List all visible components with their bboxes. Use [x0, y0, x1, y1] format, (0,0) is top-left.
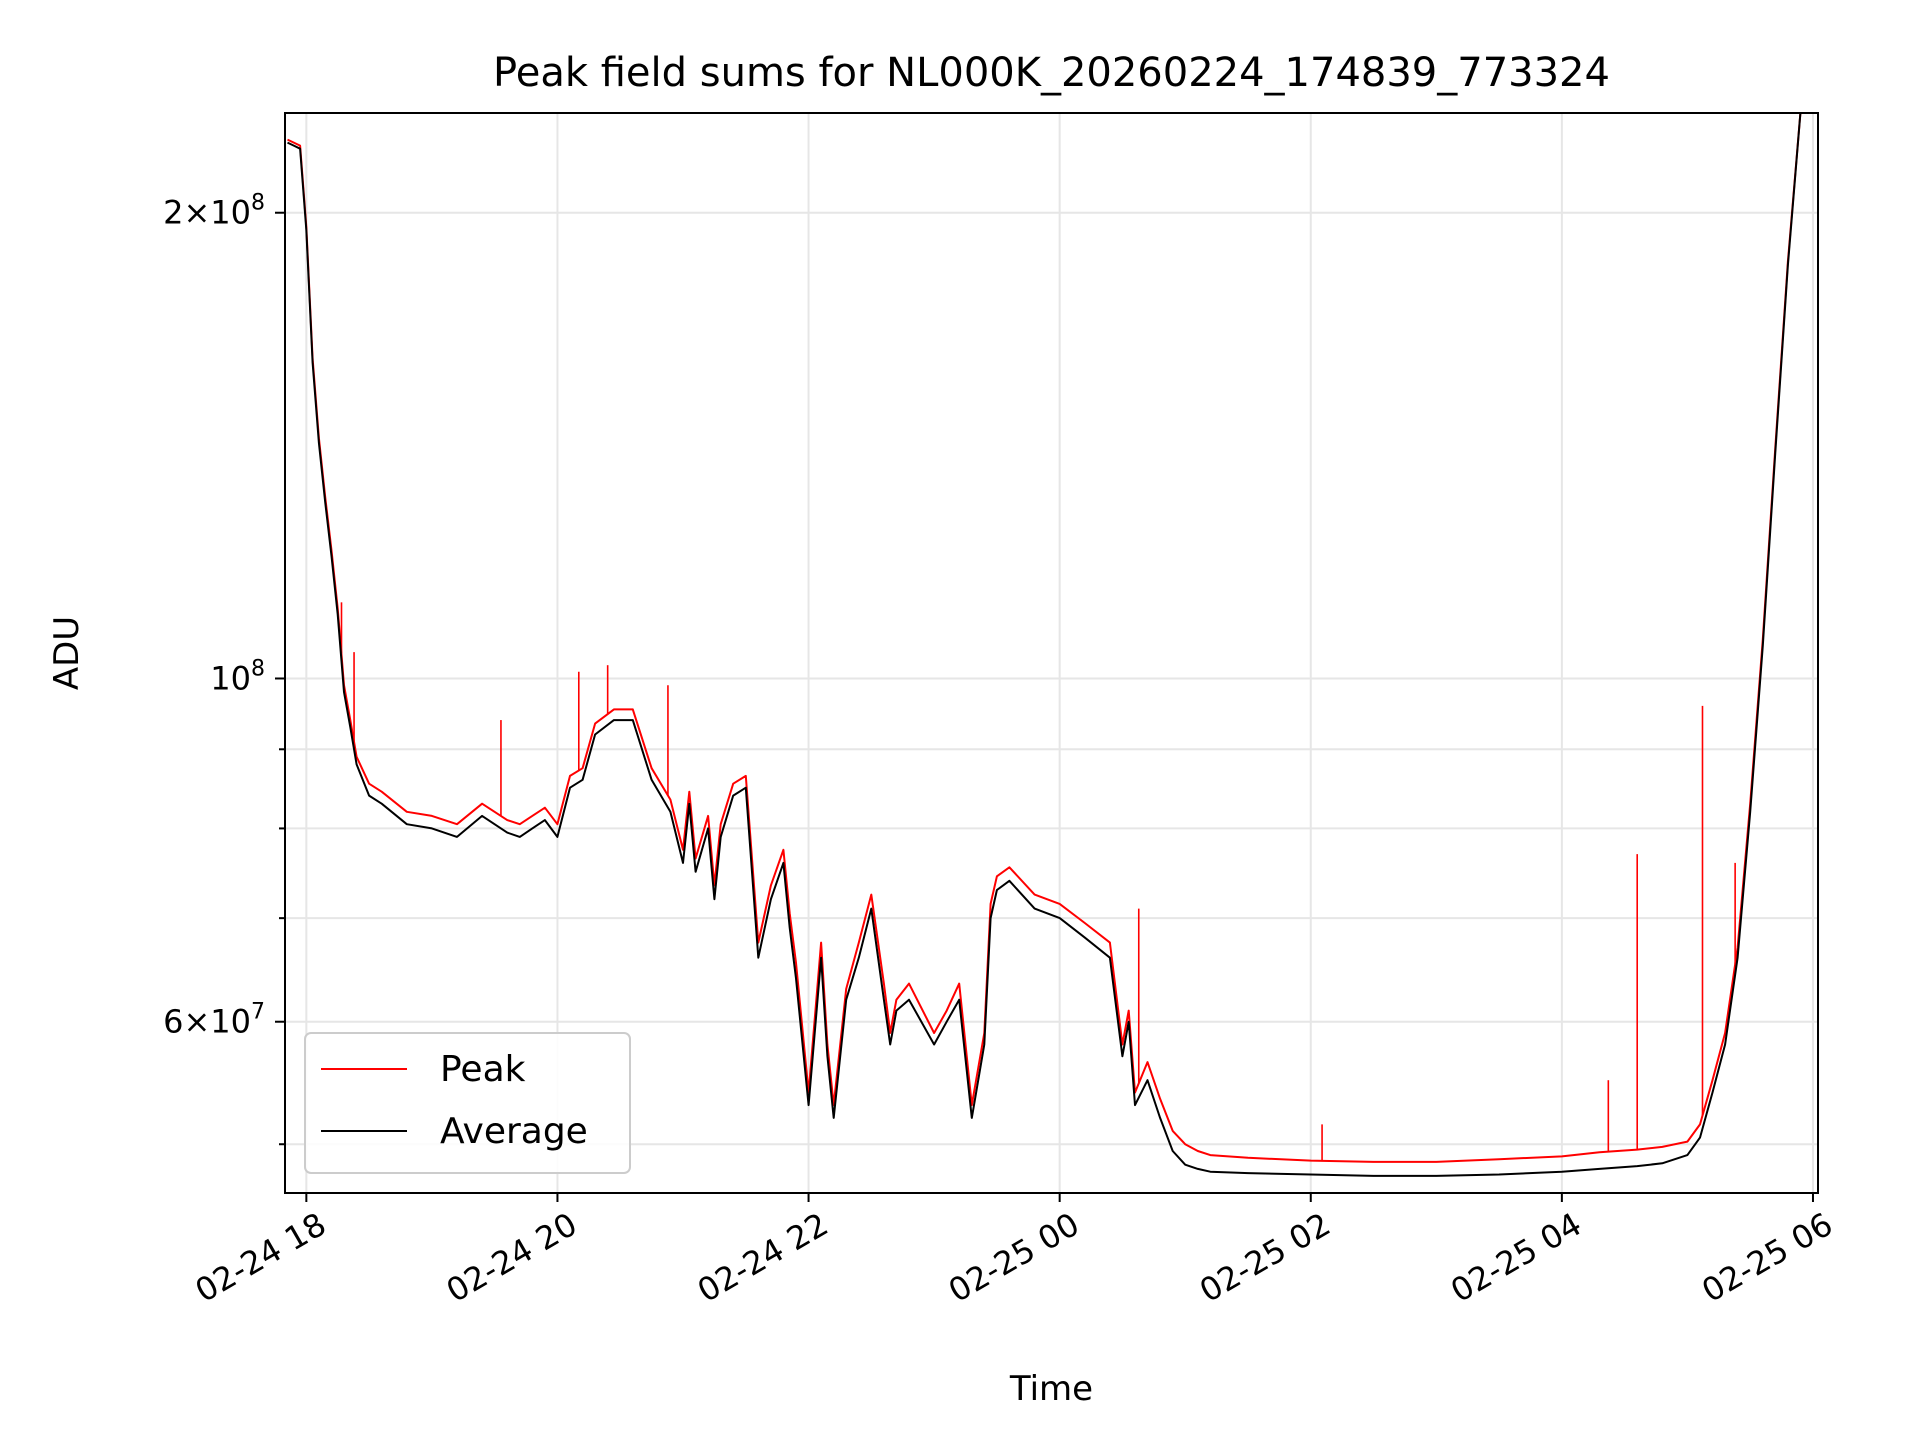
y-tick-label: 6×107 [163, 1000, 265, 1041]
y-axis-label: ADU [47, 616, 87, 690]
y-tick-label: 2×108 [163, 191, 265, 232]
series-peak-line [287, 113, 1813, 1163]
legend: Peak Average [304, 1032, 631, 1174]
plot-frame [284, 112, 1819, 1194]
y-tick-label: 108 [210, 656, 265, 697]
plot-series [287, 113, 1813, 1177]
series-average-line [287, 113, 1813, 1177]
legend-average-label: Average [440, 1111, 588, 1152]
x-axis-label: Time [1009, 1369, 1093, 1409]
chart-title: Peak field sums for NL000K_20260224_1748… [493, 50, 1610, 96]
legend-peak-label: Peak [440, 1049, 526, 1090]
